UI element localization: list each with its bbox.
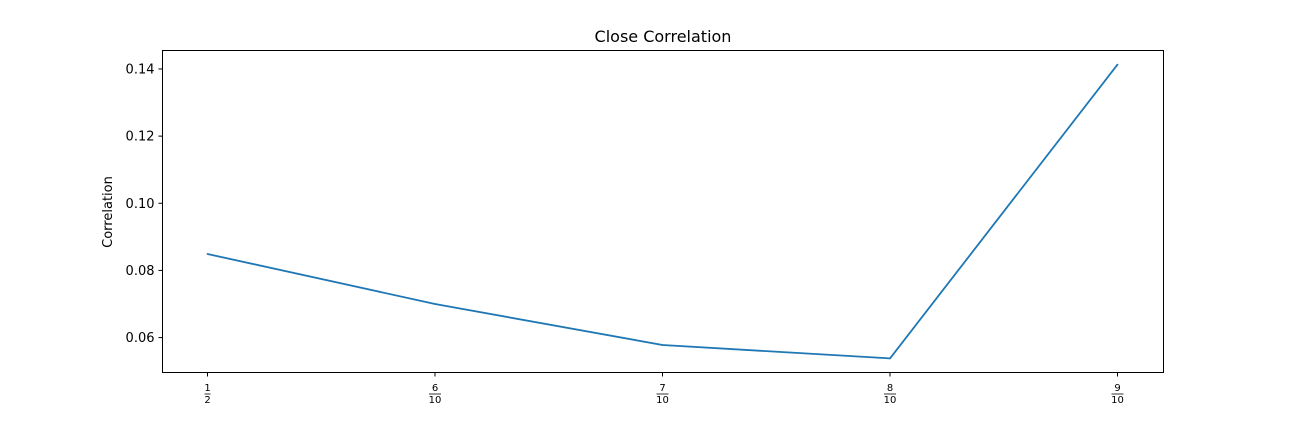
y-tick-label: 0.08	[126, 264, 155, 279]
chart-title: Close Correlation	[595, 27, 732, 46]
series-line	[207, 64, 1119, 360]
y-tick-label: 0.10	[126, 197, 155, 212]
x-tick-numerator: 1	[204, 383, 210, 394]
data-point	[661, 344, 664, 346]
x-tick-numerator: 8	[887, 383, 893, 394]
y-tick-label: 0.06	[126, 331, 155, 346]
x-tick-numerator: 7	[659, 383, 665, 394]
x-tick-denominator: 2	[204, 395, 210, 406]
x-tick-numerator: 9	[1114, 383, 1120, 394]
data-point	[889, 357, 891, 360]
x-tick-denominator: 10	[656, 395, 669, 406]
plot-area-frame	[162, 50, 1164, 373]
data-point	[434, 303, 436, 305]
y-axis-ticks: 0.06 0.08 0.10 0.12 0.14	[126, 62, 163, 346]
x-tick-denominator: 10	[1111, 395, 1124, 406]
series-group	[206, 63, 1119, 360]
x-tick-denominator: 10	[429, 395, 442, 406]
y-tick-label: 0.14	[126, 62, 155, 77]
x-tick-numerator: 6	[432, 383, 438, 394]
y-tick-label: 0.12	[126, 130, 155, 145]
x-tick-denominator: 10	[884, 395, 897, 406]
data-point	[206, 253, 209, 255]
y-axis-label: Correlation	[101, 176, 116, 248]
data-point	[1116, 63, 1119, 66]
